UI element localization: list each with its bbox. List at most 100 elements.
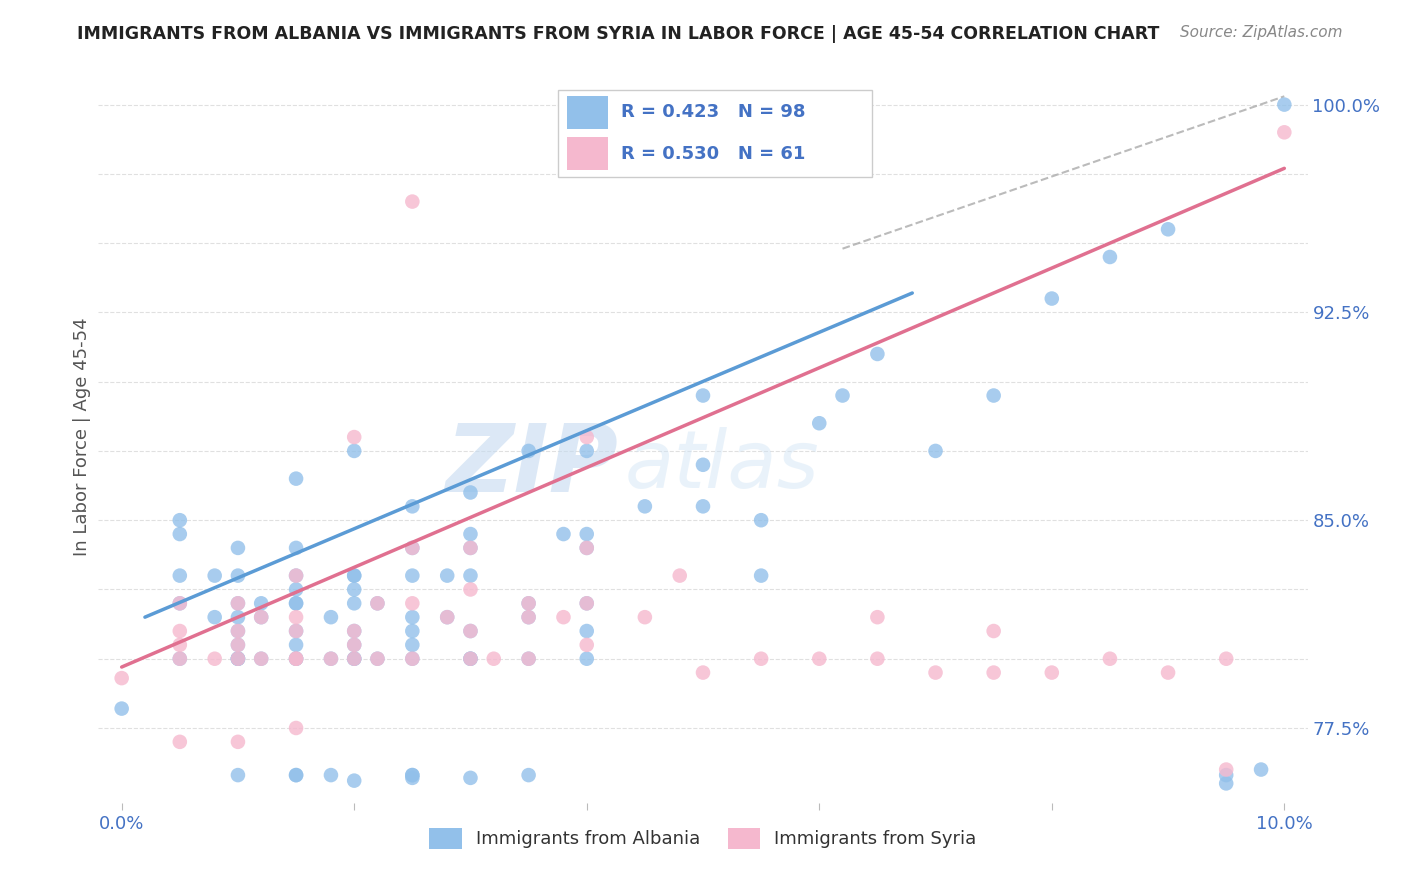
Point [401,541,423,555]
Point [285,638,308,652]
Point [436,610,458,624]
Point [285,541,308,555]
Point [460,624,482,638]
Point [749,568,772,582]
Point [1157,222,1180,236]
Point [366,651,388,665]
Point [169,568,191,582]
Point [366,596,388,610]
Point [343,444,366,458]
Point [226,651,249,665]
Point [226,541,249,555]
Point [401,610,423,624]
Point [285,582,308,597]
Point [169,735,191,749]
Point [285,568,308,582]
Point [575,596,598,610]
Point [343,624,366,638]
Point [517,610,540,624]
Point [343,596,366,610]
Point [285,624,308,638]
Point [285,721,308,735]
Text: Source: ZipAtlas.com: Source: ZipAtlas.com [1180,25,1343,40]
Point [553,610,575,624]
Point [169,651,191,665]
Point [226,596,249,610]
Point [1157,665,1180,680]
Point [983,388,1005,402]
Point [285,768,308,782]
Point [226,610,249,624]
Point [983,624,1005,638]
Point [517,768,540,782]
Point [285,651,308,665]
Point [250,610,273,624]
Point [575,430,598,444]
Point [692,665,714,680]
Point [285,472,308,486]
Point [460,527,482,541]
Point [1040,292,1063,306]
Point [226,735,249,749]
Point [1250,763,1272,777]
Point [226,768,249,782]
Point [401,194,423,209]
Text: atlas: atlas [624,427,820,506]
Point [401,624,423,638]
Point [343,568,366,582]
Point [401,771,423,785]
Point [169,596,191,610]
Point [343,651,366,665]
Point [634,610,657,624]
Point [1215,768,1237,782]
Point [575,541,598,555]
Point [517,596,540,610]
Point [226,651,249,665]
Point [169,513,191,527]
Point [401,768,423,782]
Point [866,347,889,361]
Point [319,651,342,665]
Point [343,651,366,665]
Point [668,568,690,582]
Point [517,444,540,458]
Point [226,596,249,610]
Point [343,638,366,652]
Point [319,610,342,624]
Point [343,624,366,638]
Point [226,638,249,652]
Point [924,444,946,458]
Point [460,651,482,665]
Point [285,568,308,582]
Point [250,596,273,610]
Point [575,596,598,610]
Point [111,701,134,715]
Point [924,665,946,680]
Point [1215,651,1237,665]
Point [204,651,226,665]
Point [983,665,1005,680]
Point [866,610,889,624]
Point [692,458,714,472]
Point [401,568,423,582]
Point [634,500,657,514]
Point [285,596,308,610]
Point [460,582,482,597]
Point [343,568,366,582]
Point [401,651,423,665]
Y-axis label: In Labor Force | Age 45-54: In Labor Force | Age 45-54 [73,318,91,557]
Point [436,610,458,624]
Point [343,430,366,444]
Text: IMMIGRANTS FROM ALBANIA VS IMMIGRANTS FROM SYRIA IN LABOR FORCE | AGE 45-54 CORR: IMMIGRANTS FROM ALBANIA VS IMMIGRANTS FR… [77,25,1160,43]
Point [401,500,423,514]
Point [226,624,249,638]
Point [285,624,308,638]
Point [1272,125,1295,139]
Point [749,651,772,665]
Point [285,768,308,782]
Point [575,541,598,555]
Point [250,651,273,665]
Point [226,568,249,582]
Point [401,541,423,555]
Point [1040,665,1063,680]
